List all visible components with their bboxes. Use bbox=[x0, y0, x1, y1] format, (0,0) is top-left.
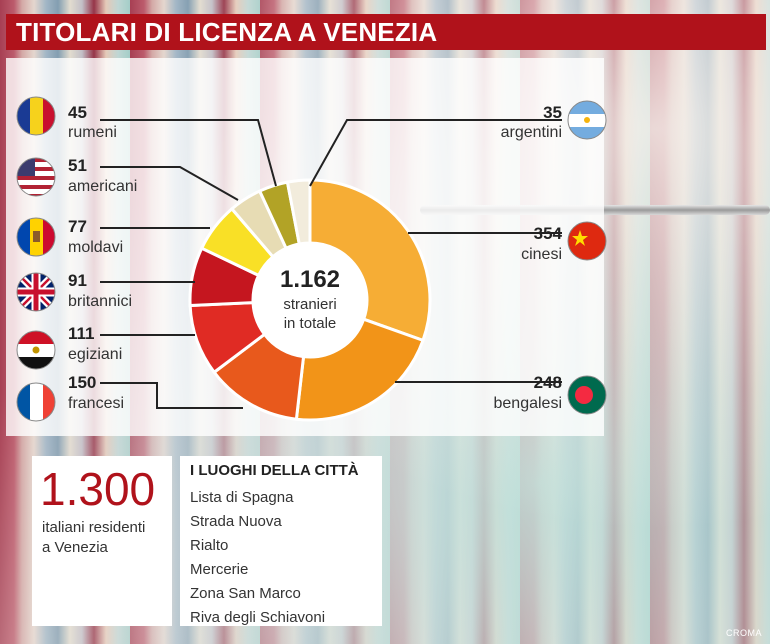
places-heading: I LUOGHI DELLA CITTÀ bbox=[190, 462, 359, 479]
france-flag-icon bbox=[16, 382, 56, 422]
residents-label-line1: italiani residenti bbox=[42, 519, 146, 536]
places-list: Lista di Spagna Strada Nuova Rialto Merc… bbox=[190, 486, 325, 630]
romania-flag-icon bbox=[16, 96, 56, 136]
leader-lines bbox=[100, 119, 562, 409]
list-item: Rialto bbox=[190, 537, 229, 554]
places-box: I LUOGHI DELLA CITTÀ Lista di Spagna Str… bbox=[180, 456, 382, 626]
leader-americani bbox=[100, 166, 239, 201]
value-moldavi: 77 bbox=[68, 217, 87, 236]
label-americani: americani bbox=[68, 178, 137, 195]
china-flag-icon bbox=[567, 221, 607, 261]
credit: CROMA bbox=[726, 628, 762, 638]
bangladesh-flag-icon bbox=[567, 375, 607, 415]
argentina-flag-icon bbox=[567, 100, 607, 140]
moldova-flag-icon bbox=[16, 217, 56, 257]
value-argentini: 35 bbox=[543, 103, 562, 122]
list-item: Mercerie bbox=[190, 561, 249, 578]
center-label-line2: in totale bbox=[284, 315, 337, 332]
label-rumeni: rumeni bbox=[68, 124, 117, 141]
residents-label-line2: a Venezia bbox=[42, 539, 108, 556]
residents-box: 1.300 italiani residenti a Venezia bbox=[32, 456, 172, 626]
label-egiziani: egiziani bbox=[68, 346, 122, 363]
list-item: Zona San Marco bbox=[190, 585, 301, 602]
value-egiziani: 111 bbox=[68, 324, 95, 343]
value-americani: 51 bbox=[68, 156, 87, 175]
uk-flag-icon bbox=[16, 272, 56, 312]
egypt-flag-icon bbox=[16, 330, 56, 370]
value-francesi: 150 bbox=[68, 373, 96, 392]
list-item: Riva degli Schiavoni bbox=[190, 609, 326, 626]
label-moldavi: moldavi bbox=[68, 239, 123, 256]
donut-slices bbox=[188, 178, 432, 422]
value-cinesi: 354 bbox=[534, 224, 563, 243]
center-label-line1: stranieri bbox=[283, 296, 336, 313]
value-britannici: 91 bbox=[68, 271, 87, 290]
residents-label: italiani residenti a Venezia bbox=[42, 518, 145, 558]
value-bengalesi: 248 bbox=[534, 373, 562, 392]
label-bengalesi: bengalesi bbox=[494, 395, 563, 412]
list-item: Lista di Spagna bbox=[190, 489, 294, 506]
title-bar: TITOLARI DI LICENZA A VENEZIA bbox=[6, 14, 766, 50]
label-britannici: britannici bbox=[68, 293, 132, 310]
usa-flag-icon bbox=[16, 157, 56, 197]
residents-value: 1.300 bbox=[40, 463, 156, 515]
donut-hole bbox=[253, 243, 367, 357]
center-total: 1.162 bbox=[280, 266, 340, 293]
label-argentini: argentini bbox=[501, 124, 562, 141]
leader-rumeni bbox=[100, 119, 277, 187]
label-cinesi: cinesi bbox=[521, 246, 562, 263]
page-title: TITOLARI DI LICENZA A VENEZIA bbox=[16, 17, 438, 47]
value-rumeni: 45 bbox=[68, 103, 87, 122]
list-item: Strada Nuova bbox=[190, 513, 282, 530]
leader-argentini bbox=[309, 119, 562, 187]
label-francesi: francesi bbox=[68, 395, 124, 412]
leader-francesi bbox=[100, 382, 243, 409]
